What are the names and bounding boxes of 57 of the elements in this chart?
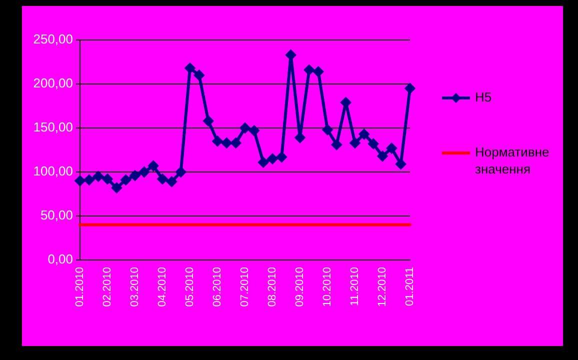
point [258,156,269,168]
point [322,124,333,136]
legend-label: Н5 [475,90,492,105]
legend-label: Нормативне значення [475,144,550,177]
point [331,139,342,150]
point [404,82,416,94]
y-tick-label: 0,00 [48,252,73,267]
point [368,138,379,150]
point [175,166,186,178]
point [248,125,260,136]
y-tick-label: 200,00 [33,76,73,91]
x-tick-label: 10.2010 [322,267,334,307]
x-tick-label: 08.2010 [266,267,279,307]
y-tick-label: 50,00 [40,208,73,223]
point [111,182,122,194]
point [230,137,242,148]
x-tick-label: 06.2010 [212,267,224,307]
point [221,137,232,148]
point [74,175,86,186]
point [184,62,196,74]
point [166,176,178,188]
point [312,66,324,78]
point [202,115,214,126]
point [84,174,95,186]
y-tick-label: 100,00 [33,164,73,179]
x-tick-label: 09.2010 [294,267,306,307]
point [212,136,223,147]
point [350,137,360,148]
point [276,152,288,163]
point [138,166,150,178]
point [157,174,168,185]
x-tick-label: 01.2011 [404,267,416,306]
point [358,128,370,140]
x-tick-label: 04.2010 [156,267,169,307]
point [267,153,278,164]
point [294,132,306,144]
x-tick-label: 01.2010 [74,267,86,307]
point [377,150,388,162]
point [102,174,113,185]
point [386,142,398,154]
x-tick-label: 03.2010 [129,267,142,307]
point [194,70,205,81]
point [240,122,250,134]
point [120,174,132,186]
point [148,160,159,172]
y-tick-label: 250,00 [33,32,73,47]
point [304,64,315,76]
x-tick-label: 02.2010 [102,267,114,307]
point [285,49,296,60]
x-tick-label: 11.2010 [349,267,362,306]
x-tick-label: 05.2010 [184,267,196,307]
point [92,170,104,182]
point [395,158,406,170]
point [130,170,140,182]
y-tick-label: 150,00 [33,120,73,135]
x-tick-label: 12.2010 [376,267,389,307]
x-tick-label: 07.2010 [239,267,252,307]
